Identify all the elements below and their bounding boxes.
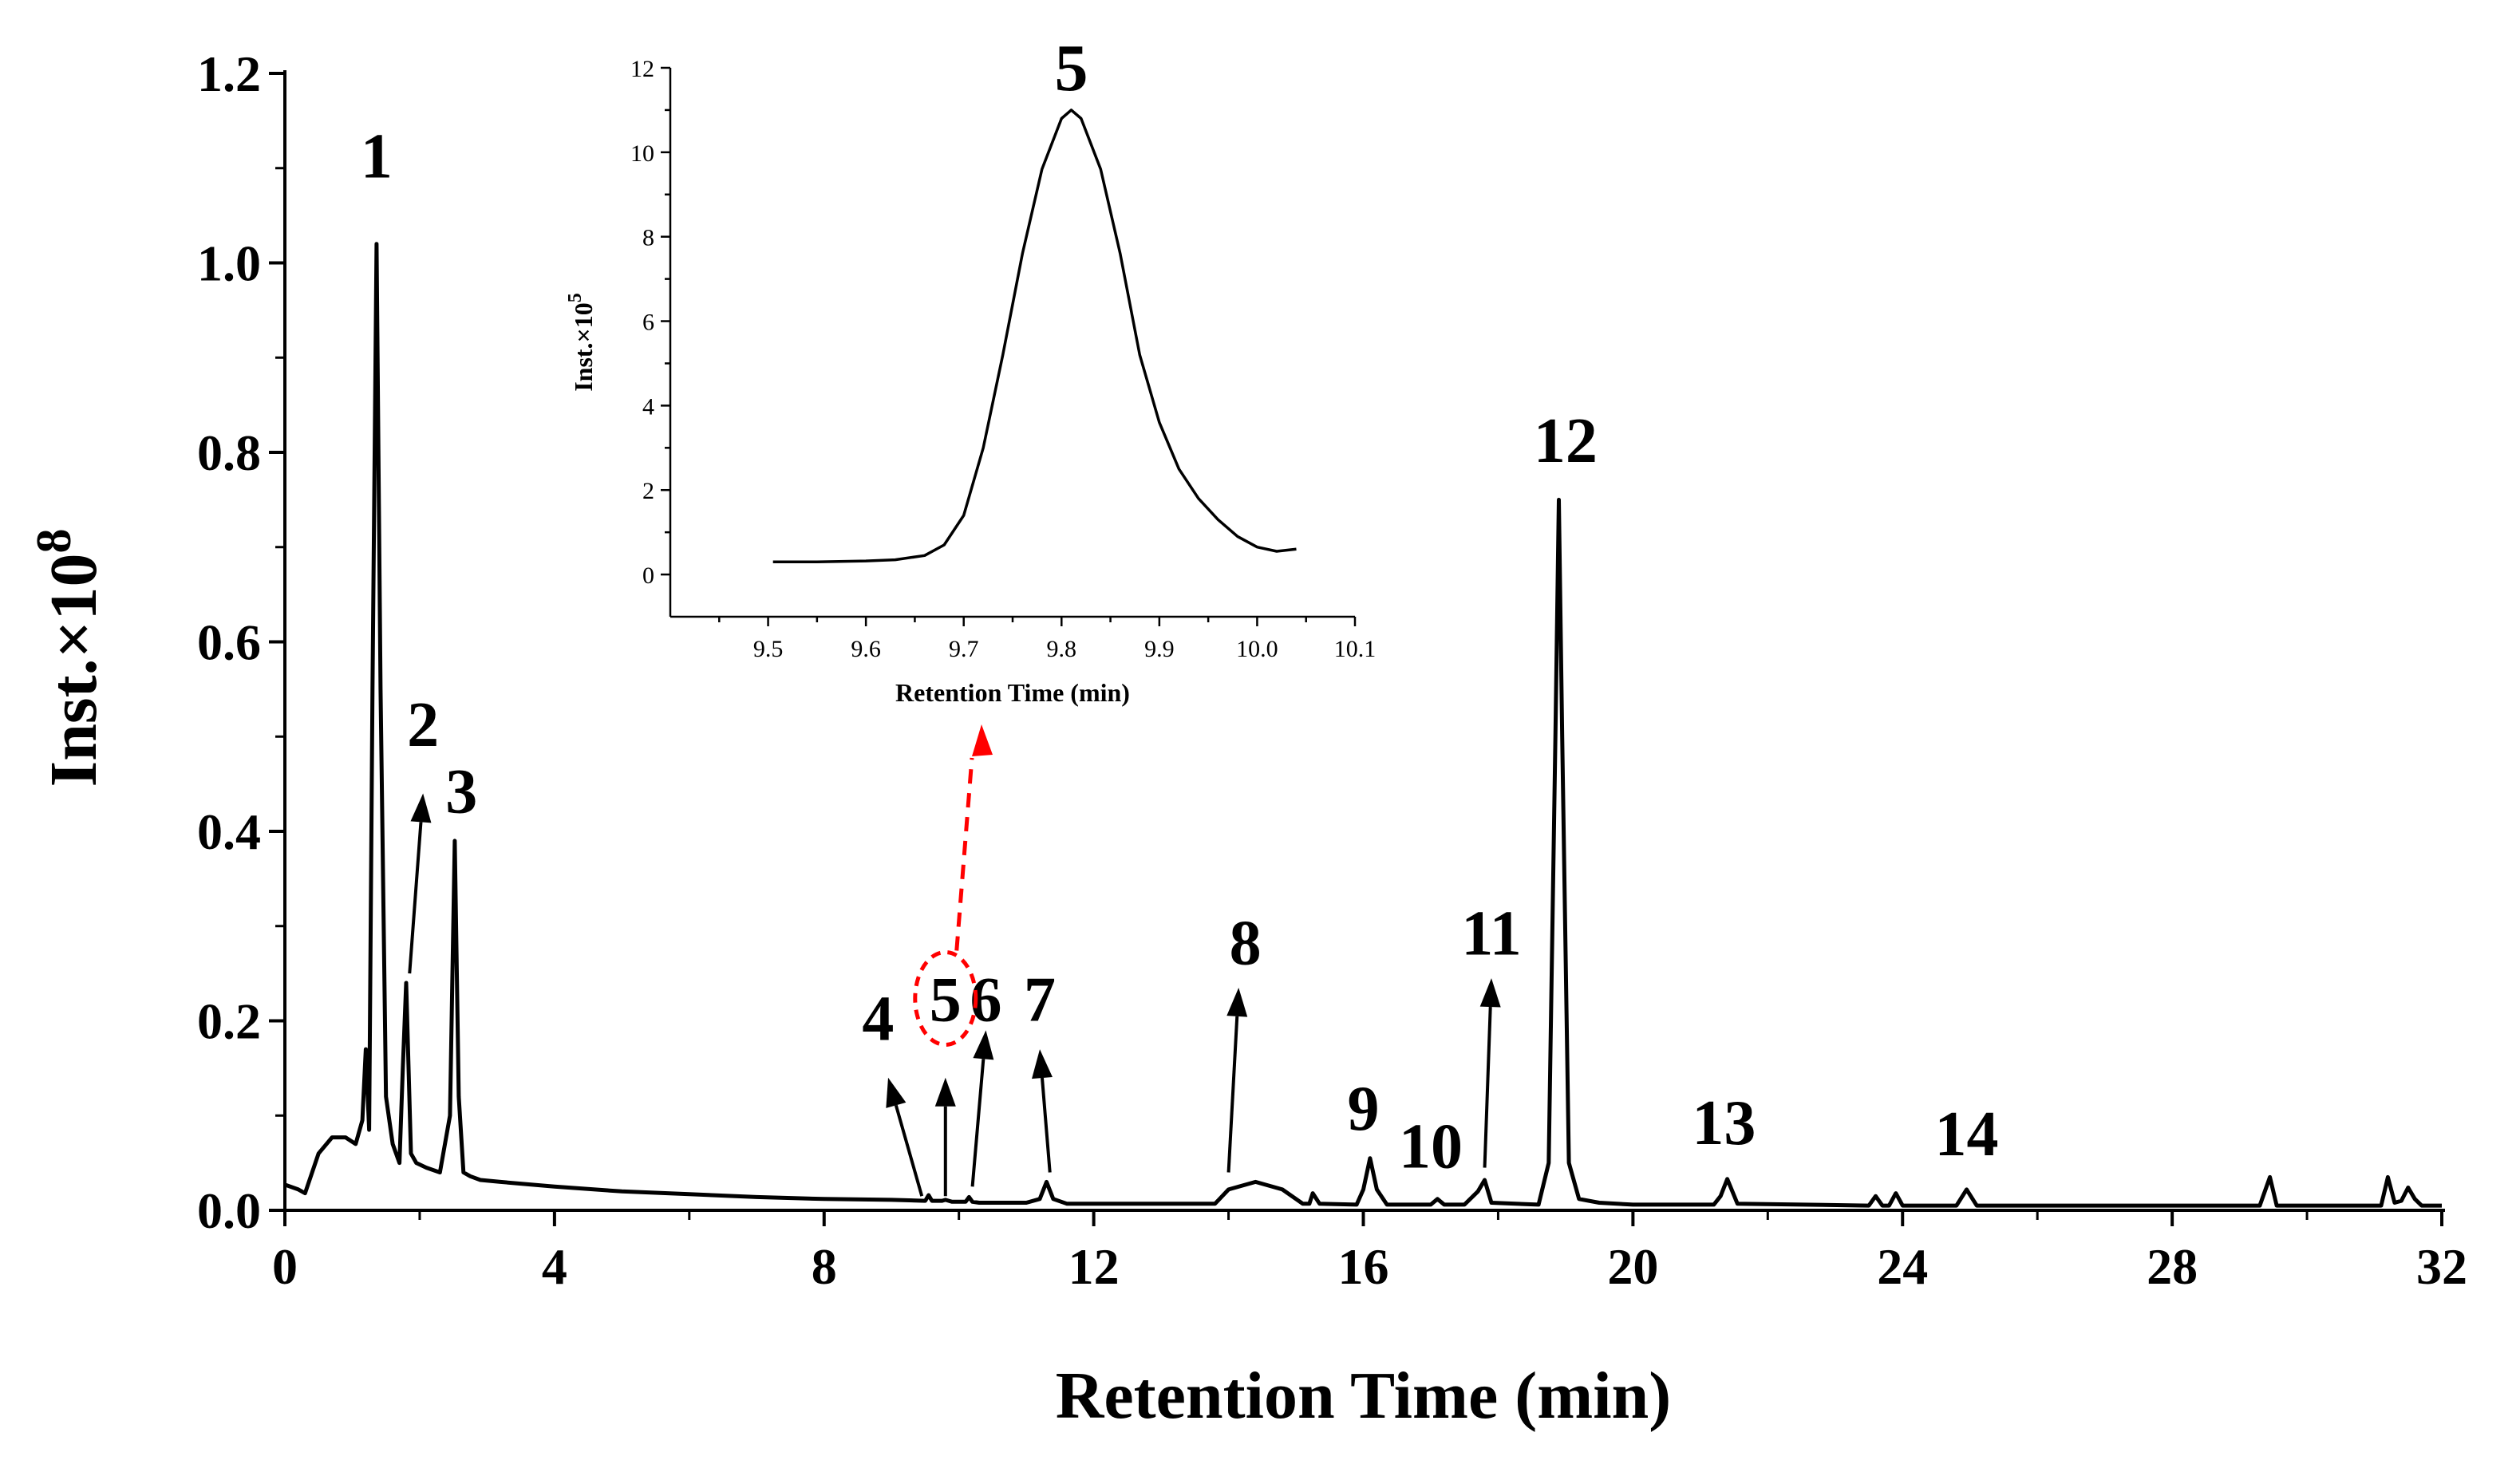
peak-label-14: 14	[1934, 1099, 1998, 1170]
peak-label-7: 7	[1024, 965, 1056, 1036]
inset-y-tick-label: 0	[642, 562, 654, 589]
peak-arrow-line	[409, 822, 421, 973]
peak-arrowhead	[1226, 988, 1247, 1017]
peak-arrowhead	[411, 794, 432, 823]
peak-label-12: 12	[1534, 406, 1598, 476]
inset-plot: 9.5 9.6 9.7 9.8 9.9 10.0 10.1 0 2 4 6 8 10 12 5 Reten…	[565, 31, 1376, 707]
inset-x-tick-label: 9.8	[1047, 636, 1077, 662]
y-axis-title: Inst.×108	[27, 529, 111, 787]
peak-arrow-line	[1485, 1007, 1491, 1168]
peak-arrow-line	[1229, 1016, 1238, 1173]
x-tick-label: 20	[1607, 1238, 1658, 1295]
y-tick-label: 0.0	[197, 1182, 261, 1239]
x-tick-label: 24	[1877, 1238, 1928, 1295]
x-axis-title: Retention Time (min)	[1056, 1359, 1672, 1433]
x-tick-label: 16	[1338, 1238, 1389, 1295]
peak-label-8: 8	[1230, 908, 1262, 978]
inset-peak-5-line	[773, 110, 1297, 562]
peak-label-9: 9	[1348, 1074, 1380, 1144]
inset-y-tick-label: 8	[642, 225, 654, 251]
inset-y-axis-title: Inst.×105	[565, 293, 598, 392]
peak-5-highlight-arrowhead	[972, 724, 993, 756]
y-tick-label: 0.4	[197, 803, 261, 860]
peak-label-10: 10	[1399, 1112, 1463, 1182]
y-axis-title-base: Inst.×10	[37, 554, 111, 787]
inset-x-tick-label: 10.1	[1334, 636, 1377, 662]
peak-label-5: 5	[930, 965, 962, 1036]
peak-arrowhead	[1032, 1049, 1053, 1079]
inset-y-tick-label: 12	[630, 56, 654, 82]
main-tick-labels: 0 4 8 12 16 20 24 28 320.00.20.40.60.81.01.2	[197, 45, 2467, 1295]
peak-label-4: 4	[862, 984, 894, 1054]
peak-label-2: 2	[407, 690, 439, 760]
peak-arrowhead	[935, 1078, 956, 1107]
y-axis-title-exponent: 8	[27, 529, 81, 554]
inset-y-axis-title-base: Inst.×10	[569, 302, 598, 392]
y-tick-label: 0.6	[197, 614, 261, 671]
x-tick-label: 0	[272, 1238, 298, 1295]
peak-arrow-line	[1042, 1078, 1050, 1172]
peak-label-11: 11	[1461, 898, 1522, 969]
x-tick-label: 28	[2147, 1238, 2198, 1295]
inset-x-axis-title: Retention Time (min)	[895, 678, 1130, 707]
x-tick-label: 32	[2416, 1238, 2467, 1295]
peak-label-13: 13	[1692, 1088, 1756, 1158]
inset-x-tick-label: 9.7	[949, 636, 979, 662]
inset-title: 5	[1055, 31, 1088, 105]
inset-x-tick-label: 10.0	[1236, 636, 1278, 662]
peak-arrowhead	[886, 1078, 906, 1108]
inset-y-tick-label: 2	[642, 478, 654, 504]
peak-label-1: 1	[361, 122, 393, 192]
peak-arrow-line	[896, 1105, 922, 1196]
inset-y-tick-label: 4	[642, 393, 654, 420]
y-tick-label: 1.2	[197, 45, 261, 102]
y-tick-label: 0.2	[197, 993, 261, 1050]
peak-5-highlight-arrow-line	[957, 758, 972, 951]
x-tick-label: 8	[812, 1238, 837, 1295]
inset-x-tick-label: 9.5	[753, 636, 784, 662]
x-tick-label: 12	[1068, 1238, 1120, 1295]
inset-x-tick-label: 9.6	[851, 636, 881, 662]
x-tick-label: 4	[542, 1238, 567, 1295]
y-tick-label: 0.8	[197, 424, 261, 481]
inset-y-axis-title-exponent: 5	[565, 293, 586, 302]
peak-label-3: 3	[445, 756, 477, 827]
inset-x-tick-label: 9.9	[1144, 636, 1175, 662]
main-chromatogram-line	[285, 244, 2442, 1206]
peak-arrow-line	[973, 1059, 984, 1186]
peak-arrowhead	[1480, 978, 1501, 1007]
chromatogram-figure: 1234 5 6 78910111213 14 0 4 8 12 16 20 24 28 320.00.…	[0, 0, 2520, 1468]
y-tick-label: 1.0	[197, 235, 261, 292]
inset-y-tick-label: 6	[642, 310, 654, 336]
inset-y-tick-label: 10	[630, 140, 654, 167]
